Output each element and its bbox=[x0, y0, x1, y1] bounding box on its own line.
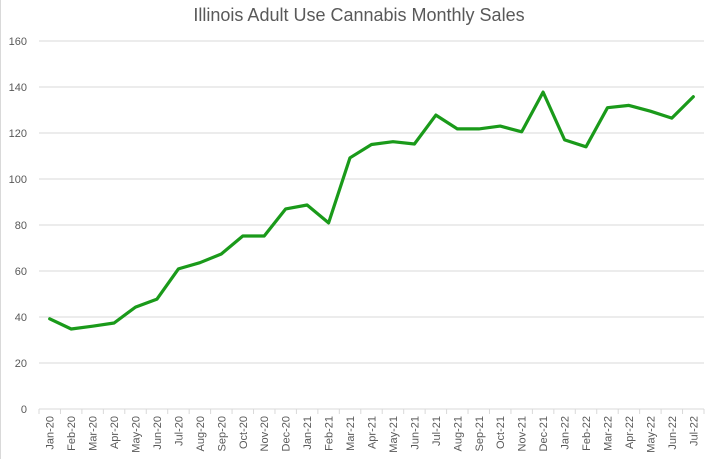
x-tick-label: Oct-21 bbox=[495, 416, 507, 449]
x-tick-label: Nov-21 bbox=[517, 416, 529, 451]
x-tick-label: Jan-22 bbox=[560, 416, 572, 450]
x-tick-label: Mar-20 bbox=[88, 416, 100, 451]
x-tick-label: May-22 bbox=[645, 416, 657, 453]
x-tick-label: Nov-20 bbox=[259, 416, 271, 451]
x-tick-label: Jul-20 bbox=[173, 416, 185, 446]
x-tick-label: Dec-21 bbox=[538, 416, 550, 451]
x-tick-label: Mar-22 bbox=[602, 416, 614, 451]
series-line bbox=[48, 90, 695, 331]
x-tick-label: Jun-20 bbox=[152, 416, 164, 450]
y-tick-label: 60 bbox=[15, 266, 27, 278]
y-tick-label: 100 bbox=[9, 174, 27, 186]
y-tick-label: 0 bbox=[21, 404, 27, 416]
x-tick-label: Aug-20 bbox=[195, 416, 207, 451]
y-tick-label: 20 bbox=[15, 358, 27, 370]
x-tick-label: Jul-22 bbox=[688, 416, 700, 446]
x-tick-label: Apr-20 bbox=[109, 416, 121, 449]
x-tick-label: Sep-20 bbox=[216, 416, 228, 451]
x-tick-label: Dec-20 bbox=[281, 416, 293, 451]
y-tick-label: 40 bbox=[15, 312, 27, 324]
x-tick-label: Oct-20 bbox=[238, 416, 250, 449]
x-tick-label: Aug-21 bbox=[452, 416, 464, 451]
y-tick-label: 160 bbox=[9, 36, 27, 48]
x-tick-label: Jun-22 bbox=[667, 416, 679, 450]
x-tick-label: Sep-21 bbox=[474, 416, 486, 451]
chart-title: Illinois Adult Use Cannabis Monthly Sale… bbox=[193, 5, 525, 25]
y-tick-label: 80 bbox=[15, 220, 27, 232]
x-tick-label: Feb-21 bbox=[324, 416, 336, 451]
x-tick-label: May-21 bbox=[388, 416, 400, 453]
x-tick-label: Apr-22 bbox=[624, 416, 636, 449]
x-tick-label: May-20 bbox=[131, 416, 143, 453]
x-tick-label: Jul-21 bbox=[431, 416, 443, 446]
x-tick-label: Apr-21 bbox=[367, 416, 379, 449]
x-tick-label: Jun-21 bbox=[409, 416, 421, 450]
x-tick-label: Feb-22 bbox=[581, 416, 593, 451]
x-tick-label: Jan-20 bbox=[45, 416, 57, 450]
x-tick-label: Jan-21 bbox=[302, 416, 314, 450]
y-tick-label: 140 bbox=[9, 82, 27, 94]
x-tick-label: Mar-21 bbox=[345, 416, 357, 451]
y-tick-label: 120 bbox=[9, 128, 27, 140]
x-tick-label: Feb-20 bbox=[66, 416, 78, 451]
